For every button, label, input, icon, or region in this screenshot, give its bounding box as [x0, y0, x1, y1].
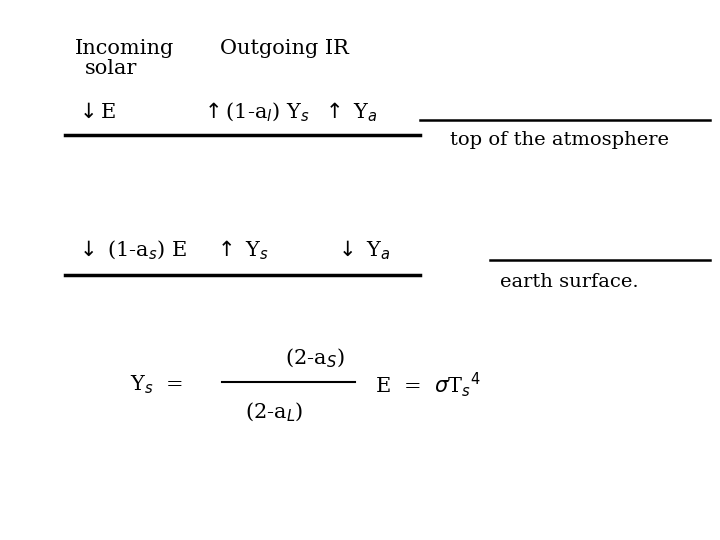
Text: Incoming: Incoming — [75, 38, 174, 57]
Text: (2-a$_{S}$): (2-a$_{S}$) — [285, 346, 344, 369]
Text: E  =  $\sigma$T$_{s}$$^{4}$: E = $\sigma$T$_{s}$$^{4}$ — [375, 370, 480, 400]
Text: Y$_{s}$  =: Y$_{s}$ = — [130, 374, 183, 396]
Text: $\downarrow$ (1-a$_{s}$) E    $\uparrow$ Y$_{s}$          $\downarrow$ Y$_{a}$: $\downarrow$ (1-a$_{s}$) E $\uparrow$ Y$… — [75, 238, 390, 261]
Text: $\downarrow$E: $\downarrow$E — [75, 103, 116, 122]
Text: earth surface.: earth surface. — [500, 273, 639, 291]
Text: top of the atmosphere: top of the atmosphere — [450, 131, 669, 149]
Text: solar: solar — [85, 58, 138, 78]
Text: Outgoing IR: Outgoing IR — [220, 38, 349, 57]
Text: $\uparrow$(1-a$_{l}$) Y$_{s}$  $\uparrow$ Y$_{a}$: $\uparrow$(1-a$_{l}$) Y$_{s}$ $\uparrow$… — [200, 100, 378, 124]
Text: (2-a$_{L}$): (2-a$_{L}$) — [245, 400, 303, 423]
